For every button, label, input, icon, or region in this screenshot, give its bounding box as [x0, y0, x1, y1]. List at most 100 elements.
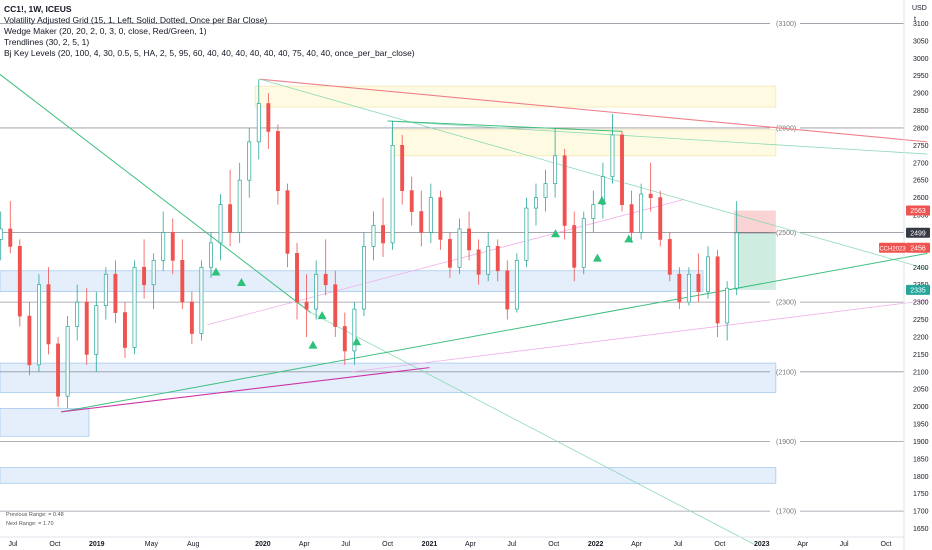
- candle-body: [189, 301, 194, 334]
- price-tick-label: 2550: [913, 213, 929, 220]
- position-tool[interactable]: [733, 210, 776, 290]
- time-tick-label: Apr: [465, 541, 477, 548]
- price-tick-label: 2300: [913, 300, 929, 307]
- buy-signal-triangle: [317, 311, 327, 320]
- time-tick-label: Oct: [714, 541, 725, 548]
- trendline-magenta: [61, 367, 430, 413]
- candle-body: [476, 249, 481, 275]
- candle-body: [304, 301, 309, 310]
- time-axis[interactable]: Jul Oct 2019 May Aug 2020 Apr Jul Oct 2021 Apr Jul O…: [9, 541, 892, 548]
- buy-signal-triangle: [352, 337, 362, 346]
- candle-body: [323, 273, 328, 286]
- price-tick-label: 2100: [913, 369, 929, 376]
- time-tick-label: 2019: [89, 541, 105, 548]
- candle-body: [658, 197, 663, 240]
- trendline-green: [387, 120, 623, 132]
- price-tick-label: 2700: [913, 160, 929, 167]
- price-tick-label: 1650: [913, 526, 929, 533]
- indicator-trendlines[interactable]: Trendlines (30, 2, 5, 1): [4, 37, 90, 47]
- candle-body: [285, 190, 290, 254]
- candle-body: [56, 343, 61, 397]
- indicator-legend: CC1!, 1W, ICEUS Volatility Adjusted Grid…: [4, 4, 415, 59]
- time-tick-label: Oct: [49, 541, 60, 548]
- time-tick-label: Jul: [341, 541, 350, 548]
- candle-body: [75, 301, 80, 327]
- candle-body: [103, 273, 108, 306]
- price-tag-label: 2563: [910, 208, 926, 215]
- price-tick-label: 1850: [913, 456, 929, 463]
- candle-body: [180, 259, 185, 303]
- position-target-zone: [733, 232, 776, 290]
- candle-body: [696, 273, 701, 293]
- zone-blue-2: [0, 270, 704, 293]
- price-tick-label: 1800: [913, 474, 929, 481]
- candle-body: [457, 228, 462, 268]
- indicator-wedge-maker[interactable]: Wedge Maker (20, 20, 2, 0, 3, 0, close, …: [4, 26, 207, 36]
- price-tick-label: 2900: [913, 91, 929, 98]
- time-tick-label: Jul: [674, 541, 683, 548]
- price-tick-label: 2750: [913, 143, 929, 150]
- indicator-volatility-grid[interactable]: Volatility Adjusted Grid (15, 1, Left, S…: [4, 15, 268, 25]
- candle-body: [629, 204, 634, 233]
- buy-signal-triangle: [236, 277, 246, 286]
- candle-body: [161, 232, 166, 261]
- key-levels: (3100)(2800)(2500)(2300)(2100)(1900)(170…: [0, 21, 904, 516]
- trendline-green: [61, 252, 928, 413]
- candle-body: [390, 145, 395, 244]
- price-axis[interactable]: 1650 1700 1750 1800 1850 1900 1950 2000 2050 2100…: [913, 21, 929, 533]
- currency-label: USD: [912, 5, 927, 12]
- trendline-green_light: [259, 78, 928, 270]
- candle-body: [352, 308, 357, 352]
- candle-body: [333, 284, 338, 327]
- price-tag-label: CCH2023: [879, 246, 906, 252]
- price-tick-label: 2150: [913, 352, 929, 359]
- candle-body: [467, 228, 472, 251]
- candle-body: [686, 273, 691, 303]
- candle-body: [123, 312, 127, 348]
- candle-body: [247, 141, 252, 181]
- candle-body: [572, 225, 577, 268]
- previous-range: Previous Range: = 0.48: [6, 512, 64, 518]
- price-tags: 2563 2499 CCH2023 2456 2335: [879, 205, 930, 295]
- time-tick-label: Oct: [382, 541, 393, 548]
- next-range: Next Range: = 1.70: [6, 521, 54, 527]
- indicator-key-levels[interactable]: Bj Key Levels (20, 100, 4, 30, 0.5, 5, H…: [4, 48, 415, 58]
- price-tag-box: [906, 284, 930, 295]
- candle-body: [486, 246, 491, 275]
- candle-body: [562, 155, 567, 226]
- candle-body: [8, 228, 13, 247]
- key-level-label: (2300): [776, 300, 796, 307]
- candle-body: [648, 193, 653, 198]
- key-level-label: (3100): [776, 21, 796, 28]
- candle-body: [0, 228, 3, 240]
- price-tag-label: 2456: [910, 245, 926, 252]
- price-tick-label: 1950: [913, 422, 929, 429]
- time-tick-label: Jul: [507, 541, 516, 548]
- candle-body: [371, 225, 376, 247]
- trendline-magenta_light: [352, 299, 928, 373]
- candle-body: [734, 232, 739, 289]
- candle-body: [553, 155, 558, 185]
- symbol-title[interactable]: CC1!, 1W, ICEUS: [4, 4, 72, 14]
- candle-body: [409, 190, 414, 212]
- time-tick-label: 2022: [588, 541, 604, 548]
- candle-body: [170, 232, 175, 261]
- candle-body: [209, 242, 213, 268]
- price-tick-label: 2400: [913, 265, 929, 272]
- candle-body: [438, 197, 443, 240]
- buy-signal-triangle: [624, 234, 634, 243]
- price-tick-label: 2650: [913, 178, 929, 185]
- buy-signal-triangle: [597, 196, 607, 205]
- candle-body: [218, 204, 223, 244]
- candle-body: [266, 103, 271, 132]
- time-tick-label: Aug: [187, 541, 200, 548]
- candle-body: [600, 176, 605, 205]
- candle-body: [27, 315, 32, 366]
- buy-signal-triangle: [551, 229, 561, 238]
- price-tick-label: 2200: [913, 334, 929, 341]
- trendline-resistance: [259, 78, 928, 143]
- price-tick-label: 2250: [913, 317, 929, 324]
- candle-body: [46, 284, 51, 345]
- candle-body: [581, 218, 586, 268]
